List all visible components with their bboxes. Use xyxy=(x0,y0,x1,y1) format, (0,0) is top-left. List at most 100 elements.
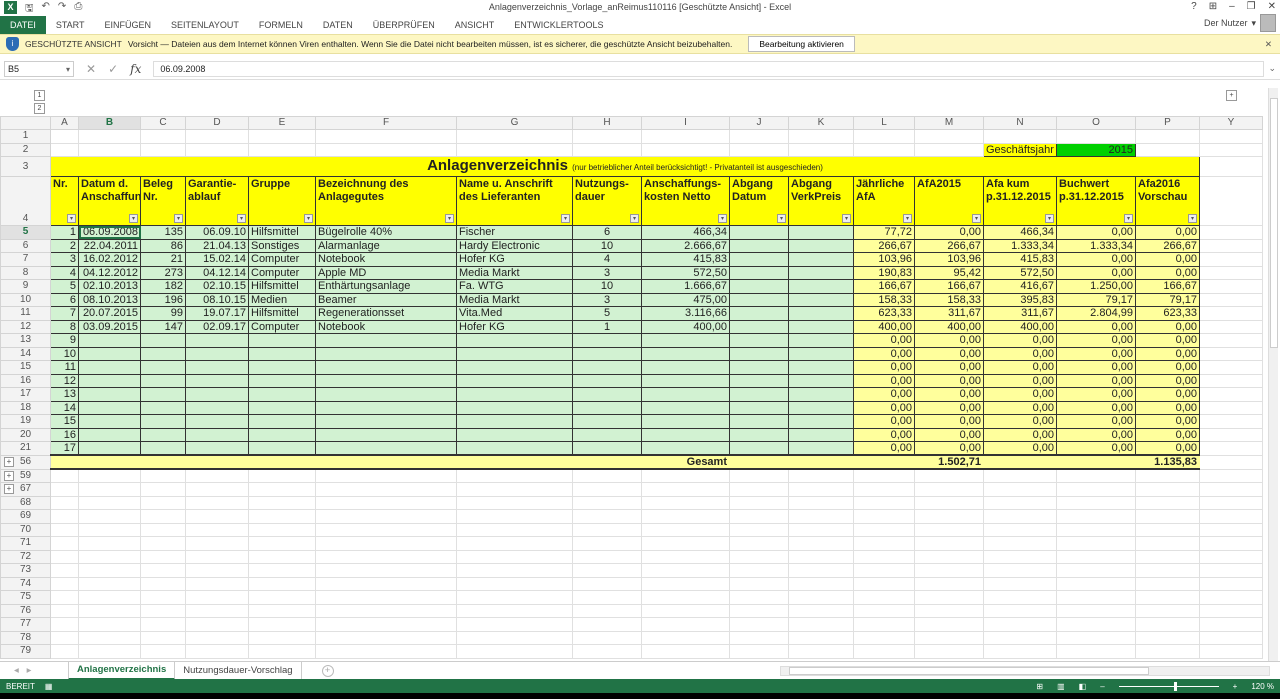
cell[interactable] xyxy=(456,630,573,645)
cell[interactable] xyxy=(1199,630,1263,645)
cell[interactable] xyxy=(315,617,457,632)
data-cell[interactable] xyxy=(248,346,316,361)
column-header-cell[interactable]: Anschaffungs-kosten Netto ▾ xyxy=(641,176,730,226)
data-cell[interactable]: 0,00 xyxy=(1056,360,1136,375)
cell[interactable] xyxy=(1199,252,1263,267)
cell[interactable] xyxy=(140,549,186,564)
cell[interactable] xyxy=(572,563,642,578)
cell[interactable] xyxy=(914,603,984,618)
data-cell[interactable]: 2.804,99 xyxy=(1056,306,1136,321)
row-header[interactable]: 14 xyxy=(0,346,51,361)
cell[interactable] xyxy=(1056,563,1136,578)
cell[interactable] xyxy=(641,617,730,632)
data-cell[interactable]: 4 xyxy=(572,252,642,267)
cell[interactable] xyxy=(185,617,249,632)
cell[interactable] xyxy=(572,603,642,618)
cell[interactable] xyxy=(1199,441,1263,456)
data-cell[interactable]: 8 xyxy=(50,319,79,334)
data-cell[interactable]: 5 xyxy=(50,279,79,294)
data-cell[interactable]: 0,00 xyxy=(1135,400,1200,415)
data-cell[interactable] xyxy=(641,414,730,429)
column-header-cell[interactable]: Afa kum p.31.12.2015 ▾ xyxy=(983,176,1057,226)
data-cell[interactable] xyxy=(140,373,186,388)
cell[interactable] xyxy=(729,590,789,605)
data-cell[interactable]: 158,33 xyxy=(914,292,984,307)
filter-dropdown-icon[interactable]: ▾ xyxy=(1124,214,1133,223)
data-cell[interactable]: 0,00 xyxy=(914,427,984,442)
data-cell[interactable] xyxy=(140,360,186,375)
data-cell[interactable] xyxy=(78,400,141,415)
cell[interactable] xyxy=(1056,495,1136,510)
cell[interactable] xyxy=(914,617,984,632)
data-cell[interactable]: 311,67 xyxy=(914,306,984,321)
data-cell[interactable]: Medien xyxy=(248,292,316,307)
cell[interactable] xyxy=(185,536,249,551)
cell[interactable] xyxy=(1199,225,1263,240)
data-cell[interactable]: 0,00 xyxy=(914,333,984,348)
data-cell[interactable]: 15 xyxy=(50,414,79,429)
data-cell[interactable]: 0,00 xyxy=(983,427,1057,442)
cell[interactable] xyxy=(185,468,249,483)
cell[interactable] xyxy=(1135,563,1200,578)
cell[interactable] xyxy=(572,468,642,483)
data-cell[interactable] xyxy=(641,400,730,415)
cell[interactable] xyxy=(315,644,457,659)
cell[interactable] xyxy=(1135,522,1200,537)
cell[interactable] xyxy=(1199,603,1263,618)
data-cell[interactable]: 04.12.14 xyxy=(185,265,249,280)
data-cell[interactable] xyxy=(641,346,730,361)
cell[interactable] xyxy=(1199,176,1263,226)
cell[interactable] xyxy=(1135,617,1200,632)
cell[interactable] xyxy=(140,603,186,618)
cell[interactable] xyxy=(78,129,141,144)
data-cell[interactable]: 08.10.2013 xyxy=(78,292,141,307)
data-cell[interactable]: Fa. WTG xyxy=(456,279,573,294)
cell[interactable] xyxy=(1199,319,1263,334)
cell[interactable] xyxy=(1135,576,1200,591)
cell[interactable] xyxy=(983,617,1057,632)
total-cell[interactable] xyxy=(1056,454,1136,470)
filter-dropdown-icon[interactable]: ▾ xyxy=(903,214,912,223)
filter-dropdown-icon[interactable]: ▾ xyxy=(1188,214,1197,223)
data-cell[interactable]: 3 xyxy=(50,252,79,267)
cell[interactable] xyxy=(853,468,915,483)
cell[interactable] xyxy=(788,142,854,157)
column-header-cell[interactable]: Buchwert p.31.12.2015 ▾ xyxy=(1056,176,1136,226)
save-icon[interactable]: 🖫 xyxy=(25,3,34,14)
cell[interactable] xyxy=(729,630,789,645)
cell[interactable] xyxy=(641,576,730,591)
data-cell[interactable]: 311,67 xyxy=(983,306,1057,321)
cell[interactable] xyxy=(788,495,854,510)
data-cell[interactable]: 0,00 xyxy=(1056,414,1136,429)
data-cell[interactable] xyxy=(185,346,249,361)
column-header-cell[interactable]: Gruppe ▾ xyxy=(248,176,316,226)
ribbon-tab-ansicht[interactable]: ANSICHT xyxy=(454,20,495,30)
cell[interactable] xyxy=(1135,536,1200,551)
data-cell[interactable]: 395,83 xyxy=(983,292,1057,307)
macro-record-icon[interactable]: ▦ xyxy=(44,681,53,691)
row-header[interactable]: 56 + xyxy=(0,454,51,470)
data-cell[interactable]: 0,00 xyxy=(1056,319,1136,334)
data-cell[interactable] xyxy=(729,346,789,361)
cell[interactable] xyxy=(248,129,316,144)
cell[interactable] xyxy=(140,590,186,605)
cell[interactable] xyxy=(1199,468,1263,483)
data-cell[interactable]: 0,00 xyxy=(914,373,984,388)
select-all-corner[interactable] xyxy=(0,116,51,130)
cell[interactable] xyxy=(50,129,79,144)
data-cell[interactable]: 0,00 xyxy=(1056,252,1136,267)
row-header[interactable]: 8 xyxy=(0,265,51,280)
zoom-out-button[interactable]: – xyxy=(1100,681,1105,691)
row-header[interactable]: 9 xyxy=(0,279,51,294)
cell[interactable] xyxy=(140,630,186,645)
cell[interactable] xyxy=(456,576,573,591)
cell[interactable] xyxy=(853,522,915,537)
cell[interactable] xyxy=(456,468,573,483)
row-header[interactable]: 75 xyxy=(0,590,51,605)
data-cell[interactable]: 0,00 xyxy=(853,414,915,429)
cell[interactable] xyxy=(1199,346,1263,361)
column-header-B[interactable]: B xyxy=(78,116,141,130)
column-header-cell[interactable]: Abgang Datum ▾ xyxy=(729,176,789,226)
data-cell[interactable]: 14 xyxy=(50,400,79,415)
cell[interactable] xyxy=(248,617,316,632)
